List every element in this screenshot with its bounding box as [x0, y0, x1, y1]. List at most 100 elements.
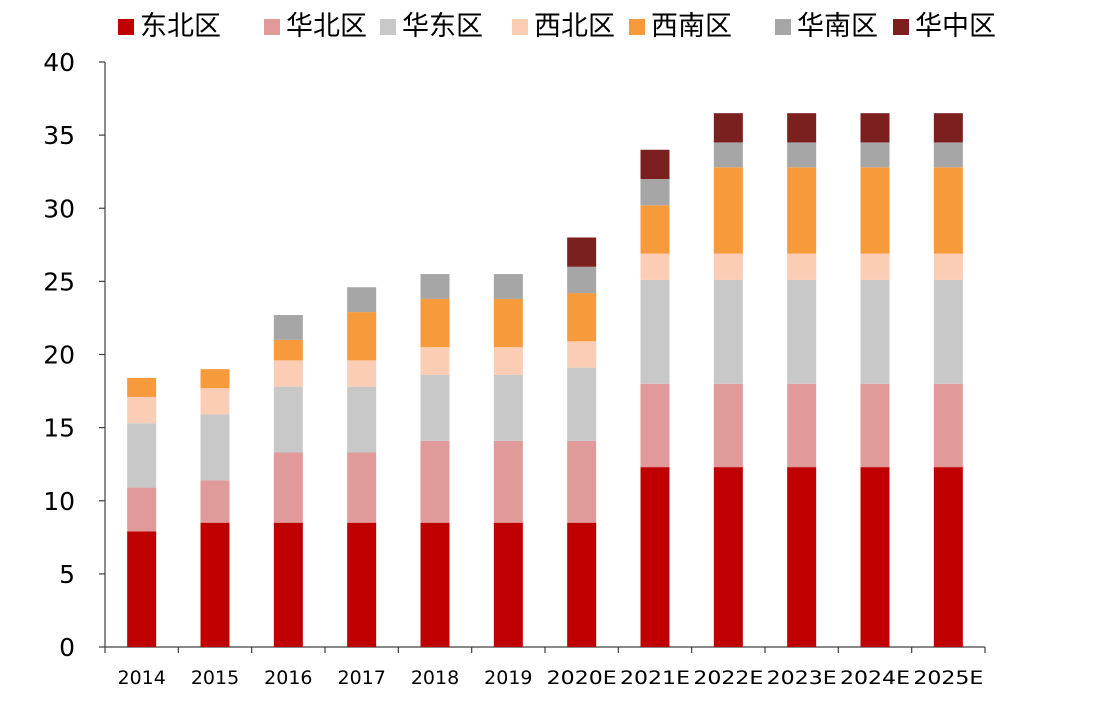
bar-segment: [567, 523, 596, 647]
bar-segment: [641, 280, 670, 384]
legend-swatch: [380, 19, 396, 35]
bar-segment: [567, 267, 596, 293]
bar-segment: [714, 384, 743, 467]
bar-segment: [127, 378, 156, 397]
bar-segment: [494, 523, 523, 647]
bar-segment: [421, 441, 450, 523]
y-axis: 0 5 10 15 20 25 30 35 40: [43, 48, 105, 662]
bar-segment: [934, 167, 963, 253]
legend-label: 华南区: [797, 11, 878, 42]
bar-segment: [201, 480, 230, 522]
bar-segment: [714, 254, 743, 280]
bar-segment: [274, 523, 303, 647]
bar-segment: [567, 293, 596, 341]
bar-segment: [201, 414, 230, 480]
x-tick-label: 2024E: [840, 667, 910, 689]
bar-segment: [787, 113, 816, 142]
bar-segment: [861, 254, 890, 280]
bar-segment: [714, 113, 743, 142]
x-tick-label: 2020E: [547, 667, 617, 689]
legend-label: 华东区: [402, 11, 483, 42]
legend-label: 华中区: [915, 11, 996, 42]
y-tick-label: 10: [43, 487, 75, 516]
bar-segment: [934, 384, 963, 467]
bar-segment: [201, 388, 230, 414]
bar-segment: [861, 384, 890, 467]
x-tick-label: 2014: [117, 667, 165, 689]
bar-segment: [861, 167, 890, 253]
bar-segment: [127, 488, 156, 532]
bar-segment: [861, 467, 890, 647]
bar-segment: [274, 315, 303, 340]
bar-segment: [641, 467, 670, 647]
bar-segment: [861, 113, 890, 142]
bar-segment: [714, 142, 743, 167]
bar-segment: [347, 287, 376, 312]
bar-segment: [567, 368, 596, 441]
bar-segment: [934, 113, 963, 142]
bar-segment: [641, 150, 670, 179]
y-tick-label: 20: [43, 341, 75, 370]
bar-segment: [567, 238, 596, 267]
bar-segment: [641, 205, 670, 253]
bar-segment: [714, 467, 743, 647]
bar-segment: [421, 274, 450, 299]
bar-segment: [494, 274, 523, 299]
bar-segment: [934, 254, 963, 280]
bar-segment: [421, 299, 450, 347]
bar-segment: [934, 142, 963, 167]
bar-segment: [347, 312, 376, 360]
bar-segment: [274, 360, 303, 386]
bar-segment: [641, 179, 670, 205]
bar-segment: [347, 360, 376, 386]
bar-segment: [567, 341, 596, 367]
bar-segment: [494, 347, 523, 375]
bar-segment: [641, 254, 670, 280]
y-tick-label: 35: [43, 121, 75, 150]
x-tick-label: 2016: [264, 667, 312, 689]
x-tick-label: 2019: [484, 667, 532, 689]
bar-segment: [861, 142, 890, 167]
bar-segment: [494, 299, 523, 347]
bar-segment: [641, 384, 670, 467]
legend-swatch: [775, 19, 791, 35]
bar-segment: [421, 523, 450, 647]
bar-segment: [787, 167, 816, 253]
legend-swatch: [893, 19, 909, 35]
bar-segment: [347, 387, 376, 453]
bar-segment: [567, 441, 596, 523]
y-tick-label: 5: [59, 560, 75, 589]
x-tick-label: 2025E: [913, 667, 983, 689]
bar-segment: [127, 423, 156, 487]
legend-label: 东北区: [140, 11, 221, 42]
x-tick-label: 2021E: [620, 667, 690, 689]
x-axis: 2014 2015 2016 2017 2018 2019 2020E 2021E 2022E 2…: [105, 647, 985, 689]
bar-segment: [861, 280, 890, 384]
bar-segment: [274, 340, 303, 360]
legend-swatch: [118, 19, 134, 35]
bar-segment: [494, 441, 523, 523]
legend-swatch: [264, 19, 280, 35]
y-tick-label: 30: [43, 194, 75, 223]
bar-segment: [714, 167, 743, 253]
legend-label: 华北区: [286, 11, 367, 42]
bar-segment: [274, 452, 303, 522]
bar-segment: [421, 347, 450, 375]
x-tick-label: 2017: [337, 667, 385, 689]
x-tick-label: 2018: [411, 667, 459, 689]
bar-segment: [274, 387, 303, 453]
legend-label: 西南区: [651, 11, 732, 42]
bar-segment: [787, 254, 816, 280]
bar-segment: [494, 375, 523, 441]
bar-segment: [787, 142, 816, 167]
x-tick-label: 2023E: [767, 667, 837, 689]
x-tick-label: 2022E: [693, 667, 763, 689]
bar-segment: [934, 280, 963, 384]
legend-swatch: [629, 19, 645, 35]
bar-segment: [421, 375, 450, 441]
bar-segment: [127, 397, 156, 423]
y-tick-label: 25: [43, 267, 75, 296]
bar-segment: [714, 280, 743, 384]
x-tick-label: 2015: [191, 667, 239, 689]
